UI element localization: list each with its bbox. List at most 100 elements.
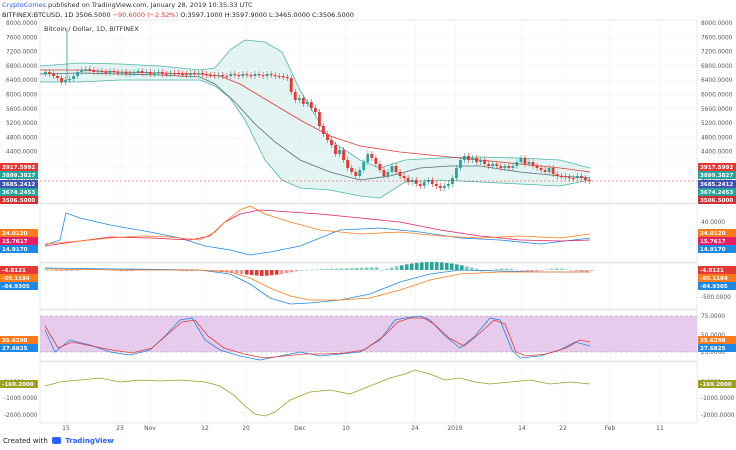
symbol-info: BITFINEX:BTCUSD, 1D 3506.5000 −90.6000 (… (2, 11, 354, 19)
candle-body (587, 180, 591, 182)
macd-histogram-bar (405, 264, 409, 270)
left-value-badge (0, 188, 38, 196)
price-axis-label: 6400.0000 (701, 78, 733, 84)
macd-histogram-bar (245, 270, 249, 275)
macd-histogram-bar (580, 270, 584, 272)
candle-body (217, 75, 221, 77)
time-axis-label: 11 (656, 425, 664, 432)
candle-body (418, 184, 422, 186)
candle-body (309, 102, 313, 108)
candle-body (487, 164, 491, 166)
macd-histogram-bar (260, 270, 264, 276)
right-value-badge (698, 266, 736, 274)
candle-body (463, 156, 466, 160)
candle-body (390, 166, 394, 172)
right-value-badge (698, 171, 736, 179)
macd-histogram-bar (460, 265, 464, 270)
macd-histogram-bar (450, 263, 454, 270)
candle-body (80, 70, 84, 72)
ind1-pink-line (44, 209, 591, 247)
candle-body (60, 78, 63, 82)
left-price-label: 5200.0000 (6, 121, 38, 127)
candle-body (128, 73, 132, 75)
indicator-pane-4[interactable] (39, 361, 698, 424)
left-value-badge-text: 35.6298 (2, 338, 28, 344)
candle-body (44, 72, 47, 74)
time-axis[interactable]: 15 23 Nov 12 20 Dec 10 24 2019 14 22 Feb 11 (62, 425, 664, 432)
candle-body (185, 74, 188, 76)
price-axis[interactable]: 8000.0000 7600.0000 7200.0000 6800.0000 6400… (701, 21, 735, 419)
right-value-badge-text: -84.9305 (700, 284, 728, 290)
left-value-badge-text: -84.9305 (2, 284, 30, 290)
candle-body (84, 69, 88, 71)
price-pane[interactable] (39, 19, 698, 204)
candle-body (471, 158, 474, 160)
macd-histogram-bar (220, 270, 224, 272)
right-value-badge-text: 15.7617 (700, 239, 726, 245)
price-axis-label: 5600.0000 (701, 107, 733, 113)
macd-histogram-bar (265, 270, 269, 276)
left-indicator-label: -1000.0000 (4, 396, 38, 402)
symbol-line: BITFINEX:BTCUSD, 1D 3506.5000 (2, 11, 111, 19)
price-axis-label: 7200.0000 (701, 50, 733, 56)
gridlines (40, 20, 697, 423)
left-value-badge (0, 344, 38, 352)
macd-histogram-bar (435, 262, 439, 270)
price-axis-label: 6000.0000 (701, 93, 733, 99)
macd-histogram-bar (230, 270, 234, 273)
left-price-label: 5600.0000 (6, 107, 38, 113)
macd-histogram-bar (340, 268, 344, 270)
candle-body (265, 74, 269, 76)
left-value-badge-text: 3917.5992 (2, 165, 35, 171)
candle-body (172, 73, 176, 75)
indicator-axis-label: -500.0000 (701, 295, 731, 301)
right-value-badge (698, 196, 736, 204)
candle-body (539, 168, 543, 170)
right-value-badge (698, 380, 736, 388)
left-value-badge-text: 3899.3827 (2, 173, 35, 179)
macd-histogram-bar (190, 270, 194, 272)
candle-body (181, 74, 184, 76)
macd-histogram-bar (360, 267, 364, 270)
macd-histogram-bar (115, 270, 119, 271)
macd-histogram-bar (515, 269, 519, 271)
macd-histogram-bar (445, 262, 449, 270)
candle-body (346, 160, 350, 168)
tradingview-brand-link[interactable]: TradingView (65, 437, 114, 445)
macd-histogram-bar (345, 268, 349, 270)
time-axis-label: 20 (242, 425, 250, 432)
candle-body (76, 72, 80, 76)
candle-body (104, 72, 108, 74)
right-value-badge (698, 282, 736, 290)
macd-histogram-bar (225, 270, 229, 273)
candle-body (156, 72, 160, 74)
price-candles (44, 28, 591, 191)
candle-body (503, 166, 507, 168)
macd-histogram-bar (565, 269, 569, 270)
candle-body (483, 160, 487, 164)
candle-body (414, 180, 418, 184)
candle-body (434, 184, 438, 186)
candle-body (438, 186, 442, 188)
macd-histogram-bar (425, 262, 429, 270)
right-value-badge-text: 3685.2412 (700, 182, 733, 188)
left-value-badge (0, 163, 38, 171)
candle-body (221, 75, 225, 77)
indicator-pane-1[interactable] (39, 203, 698, 263)
candle-body (164, 74, 168, 76)
author-link[interactable]: CryptoComes (2, 1, 46, 9)
time-axis-label: 23 (116, 425, 124, 432)
left-value-badge (0, 380, 38, 388)
candle-body (374, 158, 378, 164)
candle-body (48, 72, 51, 74)
candle-body (559, 176, 563, 178)
candle-body (241, 74, 245, 76)
macd-histogram-bar (570, 270, 574, 271)
candle-body (386, 172, 390, 176)
candle-body (189, 73, 192, 75)
moving-average-red (40, 69, 591, 173)
macd-histogram-bar (315, 269, 319, 271)
time-axis-label: 12 (201, 425, 209, 432)
macd-histogram (45, 262, 594, 276)
